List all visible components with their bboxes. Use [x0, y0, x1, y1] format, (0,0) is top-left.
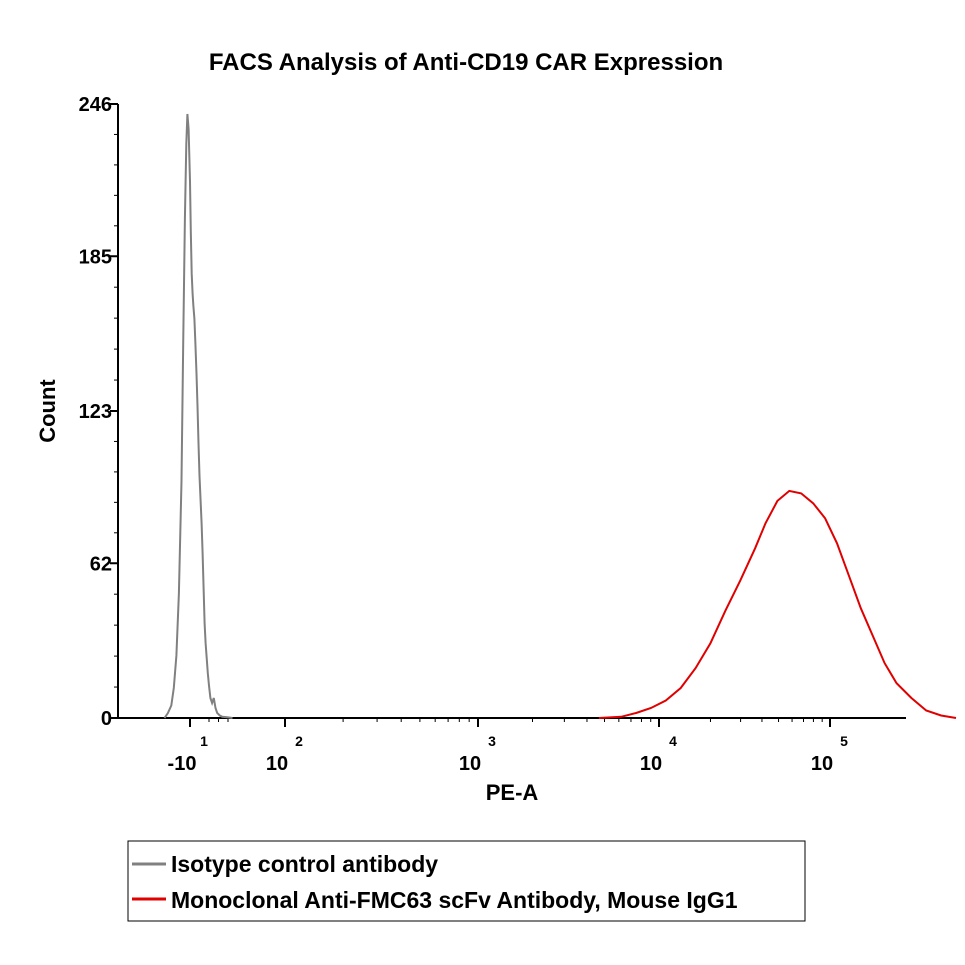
y-tick-label: 0: [101, 708, 112, 730]
y-axis-label: Count: [35, 379, 60, 443]
x-tick-exponent: 1: [200, 733, 208, 749]
x-tick-label: 10: [459, 753, 481, 775]
legend-box: [127, 840, 806, 922]
x-tick-label: 10: [266, 753, 288, 775]
legend-label-anti-fmc63: Monoclonal Anti-FMC63 scFv Antibody, Mou…: [171, 887, 738, 913]
y-tick-label: 185: [79, 246, 112, 268]
x-tick-exponent: 2: [295, 733, 303, 749]
x-tick-label: 10: [640, 753, 662, 775]
x-axis: [118, 717, 906, 727]
legend: Isotype control antibody Monoclonal Anti…: [127, 840, 806, 922]
legend-label-isotype: Isotype control antibody: [171, 851, 438, 877]
x-tick-exponent: 4: [669, 733, 677, 749]
x-tick-label: -10: [168, 753, 197, 775]
y-axis: [110, 103, 119, 719]
chart-title: FACS Analysis of Anti-CD19 CAR Expressio…: [209, 49, 723, 76]
series-layer: [163, 113, 957, 719]
series-line-0: [163, 113, 233, 719]
x-axis-label: PE-A: [486, 780, 539, 805]
x-tick-exponent: 5: [840, 733, 848, 749]
x-tick-labels: -101 10 2 10 3 10 4 10 5: [168, 733, 849, 775]
series-line-1: [598, 489, 957, 719]
x-tick-exponent: 3: [488, 733, 496, 749]
y-tick-label: 123: [79, 401, 112, 423]
x-tick-label: 10: [811, 753, 833, 775]
y-tick-label: 246: [79, 94, 112, 116]
y-tick-label: 62: [90, 553, 112, 575]
y-tick-labels: 0 62 123 185 246: [79, 94, 112, 730]
